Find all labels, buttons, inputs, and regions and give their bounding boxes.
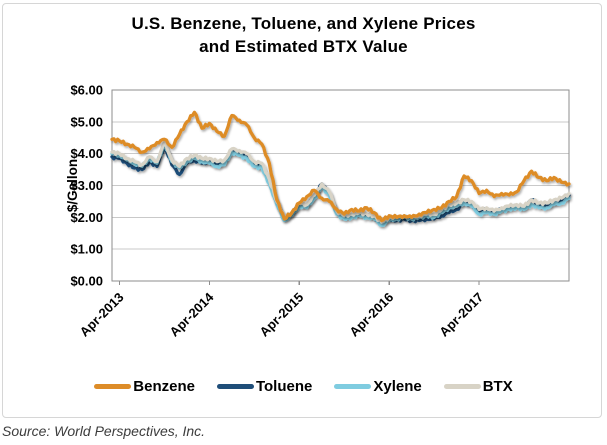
y-tick-label: $4.00 bbox=[70, 146, 103, 161]
legend-item-xylene: Xylene bbox=[334, 377, 422, 395]
x-tick-label-apr-2014: Apr-2014 bbox=[167, 289, 217, 339]
x-tick-label-apr-2017: Apr-2017 bbox=[436, 290, 486, 340]
toluene-line-swatch-icon bbox=[216, 383, 254, 389]
legend-label-xylene: Xylene bbox=[373, 377, 422, 395]
x-tick-label-apr-2015: Apr-2015 bbox=[256, 290, 306, 340]
source-note: Source: World Perspectives, Inc. bbox=[2, 423, 206, 439]
y-tick-label: $6.00 bbox=[70, 83, 103, 98]
xylene-line bbox=[110, 142, 571, 227]
legend-item-toluene: Toluene bbox=[216, 377, 313, 395]
chart-title-line1: U.S. Benzene, Toluene, and Xylene Prices bbox=[131, 14, 476, 33]
y-tick-label: $3.00 bbox=[70, 178, 103, 193]
chart-title-line2: and Estimated BTX Value bbox=[199, 36, 408, 56]
chart-legend: Benzene Toluene Xylene BTX bbox=[0, 374, 607, 398]
legend-label-btx: BTX bbox=[482, 377, 513, 395]
chart-title: U.S. Benzene, Toluene, and Xylene Prices… bbox=[0, 13, 607, 59]
legend-item-btx: BTX bbox=[443, 377, 513, 395]
y-tick-label: $5.00 bbox=[70, 114, 103, 129]
x-tick-label-apr-2013: Apr-2013 bbox=[77, 290, 127, 340]
x-tick-label-apr-2016: Apr-2016 bbox=[346, 290, 396, 340]
btx-line-swatch-icon bbox=[443, 383, 481, 389]
benzene-line bbox=[110, 110, 571, 223]
legend-label-toluene: Toluene bbox=[255, 377, 313, 395]
y-tick-label: $0.00 bbox=[70, 274, 103, 289]
legend-label-benzene: Benzene bbox=[133, 377, 195, 395]
y-tick-label: $1.00 bbox=[70, 242, 103, 257]
xylene-line-swatch-icon bbox=[334, 383, 372, 389]
legend-item-benzene: Benzene bbox=[94, 378, 195, 395]
benzene-line-swatch-icon bbox=[94, 383, 132, 389]
y-tick-label: $2.00 bbox=[70, 210, 103, 225]
y-axis-title: $/Gallon bbox=[65, 159, 80, 212]
